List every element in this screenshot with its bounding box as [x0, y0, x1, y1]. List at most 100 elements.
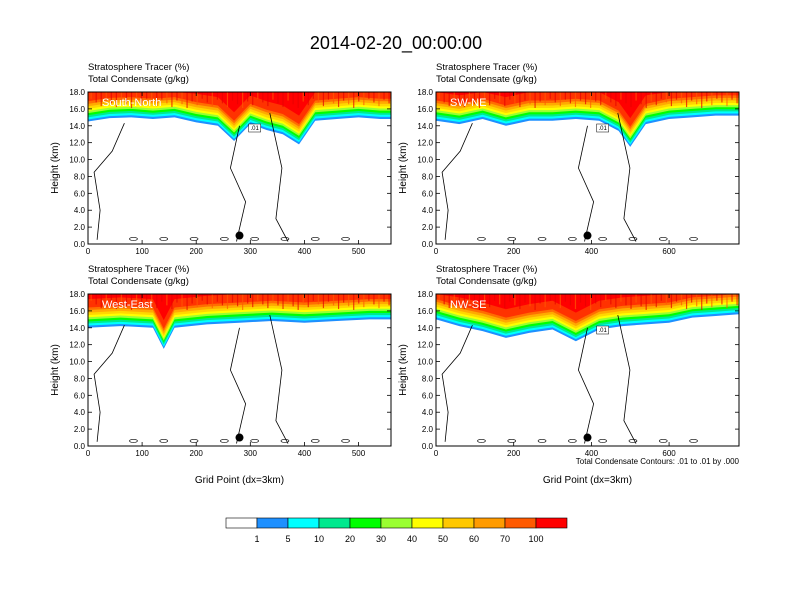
location-marker [235, 231, 244, 240]
contour-label: .01 [598, 126, 607, 132]
colorbar-label: 10 [314, 534, 324, 544]
tracer-streak [368, 294, 370, 301]
tracer-streak [539, 294, 541, 304]
x-axis-label: Grid Point (dx=3km) [543, 475, 632, 486]
x-tick-label: 200 [190, 247, 204, 256]
tracer-streak [353, 92, 355, 108]
tracer-streak [211, 294, 213, 309]
tracer-streak [630, 92, 632, 108]
condensate-contour [310, 237, 320, 241]
y-tick-label: 18.0 [69, 290, 85, 299]
tracer-streak [605, 294, 607, 301]
condensate-contour [229, 125, 247, 242]
condensate-contour [341, 237, 350, 241]
panel-4: Stratosphere Tracer (%)Total Condensate … [398, 264, 740, 486]
x-tick-label: 500 [352, 247, 366, 256]
colorbar-swatch [504, 517, 537, 529]
tracer-streak [468, 294, 471, 303]
tracer-streak [252, 294, 254, 308]
tracer-streak [161, 294, 163, 302]
tracer-streak [499, 294, 501, 305]
tracer-streak [680, 92, 683, 104]
tracer-streak [615, 294, 617, 309]
tracer-streak [221, 92, 224, 104]
tracer-streak [95, 92, 97, 103]
y-tick-label: 16.0 [417, 105, 433, 114]
condensate-contour [537, 237, 547, 241]
tracer-streak [645, 294, 647, 310]
condensate-contour [658, 439, 668, 443]
tracer-streak [696, 92, 698, 105]
tracer-streak [630, 294, 632, 310]
tracer-streak [236, 92, 239, 105]
tracer-streak [716, 92, 718, 99]
tracer-band [88, 92, 391, 125]
tracer-streak [473, 294, 476, 307]
condensate-contour [341, 439, 350, 443]
tracer-streak [645, 92, 647, 108]
y-tick-label: 8.0 [74, 374, 86, 383]
tracer-streak [272, 92, 274, 100]
x-tick-label: 200 [507, 449, 521, 458]
y-tick-label: 14.0 [417, 324, 433, 333]
tracer-streak [226, 92, 229, 108]
y-tick-label: 2.0 [422, 223, 434, 232]
tracer-streak [660, 92, 662, 99]
contour-label-box [248, 123, 261, 133]
condensate-contour [689, 237, 698, 241]
tracer-streak [685, 92, 688, 108]
tracer-band [436, 92, 739, 127]
tracer-streak [171, 92, 173, 108]
tracer-streak [458, 92, 460, 104]
y-tick-label: 10.0 [417, 358, 433, 367]
colorbar-swatch [225, 517, 258, 529]
condensate-contour [93, 123, 125, 240]
tracer-streak [463, 294, 465, 310]
tracer-streak [625, 92, 627, 104]
tracer-streak [549, 92, 551, 99]
y-tick-label: 16.0 [69, 105, 85, 114]
tracer-streak [579, 294, 582, 303]
contour-label-box [596, 123, 609, 133]
tracer-streak [620, 92, 622, 100]
tracer-streak [685, 294, 688, 310]
tracer-streak [186, 92, 188, 108]
condensate-contour [310, 439, 320, 443]
tracer-streak [231, 92, 234, 101]
x-tick-label: 400 [585, 449, 599, 458]
y-axis-label: Height (km) [50, 344, 61, 396]
tracer-streak [438, 294, 440, 301]
y-tick-label: 6.0 [422, 189, 434, 198]
tracer-streak [282, 294, 284, 310]
y-tick-label: 0.0 [422, 442, 434, 451]
tracer-streak [322, 92, 325, 107]
x-tick-label: 0 [86, 247, 91, 256]
tracer-streak [236, 294, 239, 307]
tracer-streak [519, 294, 521, 310]
tracer-streak [95, 294, 97, 305]
tracer-streak [463, 92, 465, 108]
tracer-streak [448, 294, 450, 309]
tracer-streak [574, 92, 577, 108]
tracer-streak [105, 294, 107, 302]
tracer-streak [368, 92, 370, 99]
panel-1: Stratosphere Tracer (%)Total Condensate … [50, 62, 392, 256]
tracer-streak [721, 92, 723, 103]
x-axis-label: Grid Point (dx=3km) [195, 475, 284, 486]
tracer-streak [438, 92, 440, 99]
tracer-streak [489, 294, 491, 308]
tracer-streak [453, 92, 455, 100]
tracer-streak [569, 294, 572, 306]
tracer-streak [130, 294, 133, 310]
tracer-streak [181, 92, 183, 105]
tracer-streak [206, 92, 208, 103]
tracer-streak [534, 294, 536, 310]
tracer-streak [706, 294, 708, 304]
tracer-streak [100, 92, 102, 107]
tracer-streak [332, 294, 335, 306]
tracer-streak [343, 92, 345, 101]
y-tick-label: 18.0 [417, 290, 433, 299]
tracer-streak [151, 294, 153, 305]
tracer-streak [453, 294, 455, 302]
tracer-streak [130, 92, 133, 108]
